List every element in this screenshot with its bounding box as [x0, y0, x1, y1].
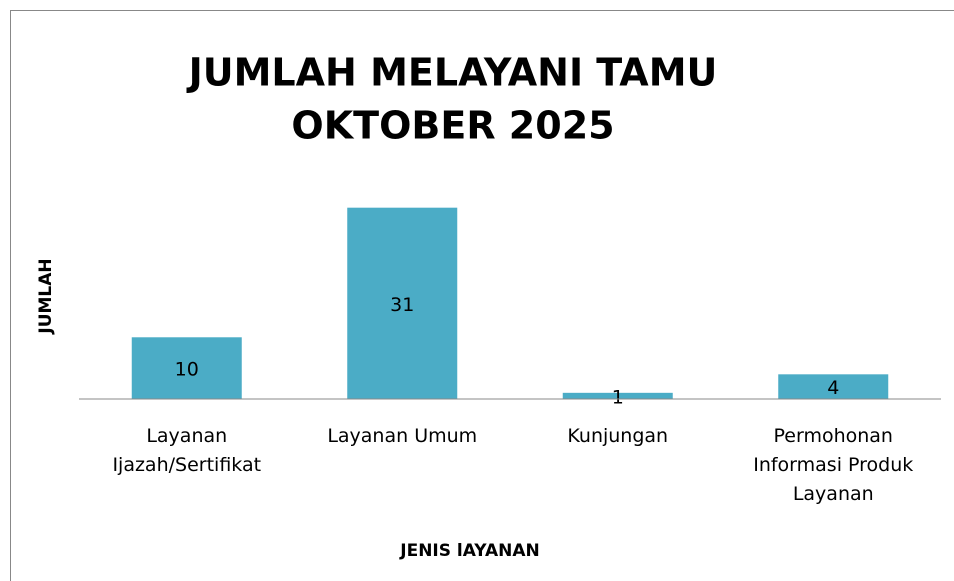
- bar: [778, 374, 889, 399]
- bar: [131, 337, 242, 399]
- x-tick-label: Kunjungan: [567, 425, 669, 447]
- x-tick-label: Layanan Umum: [327, 425, 478, 447]
- x-tick-label: Permohonan Informasi Produk Layanan: [753, 425, 914, 505]
- data-label: 4: [827, 377, 839, 399]
- data-label: 31: [390, 294, 414, 316]
- chart-title: OKTOBER 2025: [291, 104, 614, 148]
- chart-frame: [10, 10, 954, 581]
- bar: [347, 207, 458, 399]
- chart-title: JUMLAH MELAYANI TAMU: [186, 51, 718, 95]
- x-tick-label: Layanan Ijazah/Sertifikat: [112, 425, 262, 476]
- y-axis-label: JUMLAH: [36, 258, 56, 334]
- data-label: 10: [175, 359, 199, 381]
- data-label: 1: [612, 386, 624, 408]
- bar: [562, 392, 673, 399]
- x-axis-label: JENIS lAYANAN: [399, 541, 539, 561]
